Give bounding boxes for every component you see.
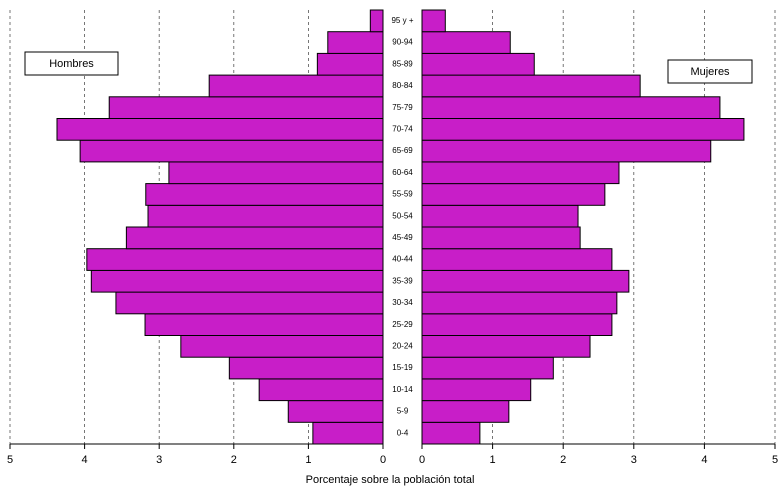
category-label: 95 y + [391,16,413,25]
x-tick-label: 4 [701,454,707,466]
x-tick-label: 5 [772,454,778,466]
category-label: 15-19 [392,363,413,372]
legend-box [667,59,753,84]
bar [287,400,384,423]
bar [208,74,384,98]
x-tick-label: 1 [490,454,496,466]
bar [421,421,481,445]
bar [421,52,535,76]
bar [327,31,384,54]
category-label: 80-84 [392,81,413,90]
category-label: 30-34 [392,298,413,307]
bar [180,335,384,358]
bar [115,291,384,315]
x-tick-label: 2 [560,454,566,466]
bar [108,96,384,120]
bar [421,139,712,163]
bar [56,118,384,141]
bar [228,356,384,380]
bar [316,52,384,76]
bar [421,96,721,120]
category-label: 5-9 [397,407,409,416]
bar [421,74,641,98]
bar [258,378,384,402]
x-tick-label: 3 [631,454,637,466]
bar [421,400,510,423]
category-label: 75-79 [392,103,413,112]
bar [421,31,511,54]
bar [421,291,618,315]
category-label: 70-74 [392,124,413,133]
category-label: 50-54 [392,211,413,220]
bar [421,226,581,250]
category-label: 65-69 [392,146,413,155]
x-tick-label: 5 [7,454,13,466]
bar [421,118,745,141]
bar [90,269,384,293]
bar [421,356,554,380]
bar [421,161,620,185]
category-label: 55-59 [392,190,413,199]
legend-box [24,51,119,76]
bar [421,9,446,33]
category-label: 25-29 [392,320,413,329]
bar [421,183,606,206]
bar [369,9,384,33]
category-label: 0-4 [397,428,409,437]
category-label: 85-89 [392,59,413,68]
category-label: 45-49 [392,233,413,242]
bar [86,248,384,271]
legend-label: Hombres [49,58,94,70]
x-tick-label: 2 [231,454,237,466]
bar [421,248,613,271]
bar [421,269,630,293]
bar [145,183,384,206]
bar [421,335,591,358]
bar [312,421,384,445]
x-tick-label: 1 [305,454,311,466]
bar [421,378,532,402]
category-label: 60-64 [392,168,413,177]
legend-label: Mujeres [690,66,730,78]
category-label: 10-14 [392,385,413,394]
category-label: 40-44 [392,255,413,264]
category-label: 35-39 [392,276,413,285]
bar [144,313,384,336]
bar [125,226,384,250]
bar [168,161,384,185]
bar [421,204,579,228]
bar [147,204,384,228]
x-axis-label: Porcentaje sobre la población total [306,474,475,486]
bar [79,139,384,163]
x-tick-label: 4 [82,454,88,466]
x-tick-label: 0 [419,454,425,466]
bar [421,313,613,336]
x-tick-label: 0 [380,454,386,466]
x-tick-label: 3 [156,454,162,466]
category-label: 20-24 [392,341,413,350]
category-label: 90-94 [392,38,413,47]
